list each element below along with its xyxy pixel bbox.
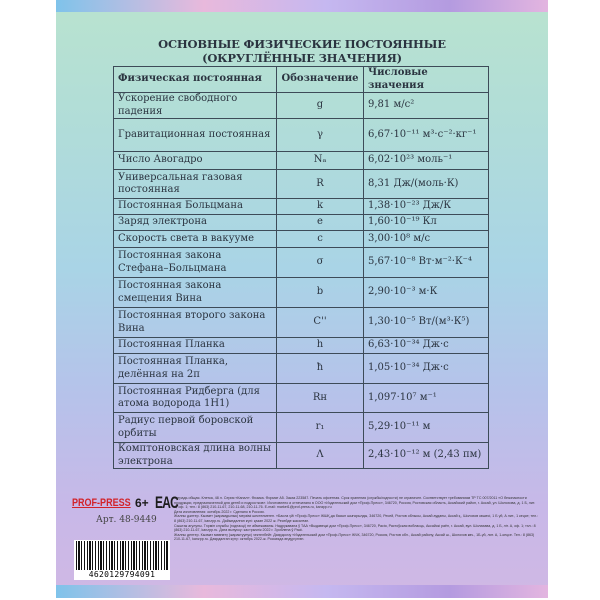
table-row: Постоянная закона смещения Вина b 2,90·10⁻… [113,277,489,308]
table-row: Постоянная Ридберга (для атома водорода … [113,383,489,413]
barcode: 4620129794091 [74,540,170,580]
constant-symbol: σ [276,247,364,278]
barcode-number: 4620129794091 [88,570,156,579]
constants-table: Физическая постоянная Обозначение Числов… [113,66,489,469]
constant-symbol: e [276,214,364,231]
header-constant: Физическая постоянная [113,66,277,93]
constant-symbol: Λ [276,442,364,469]
constant-symbol: γ [276,118,364,152]
constant-value: 2,43·10⁻¹² м (2,43 пм) [363,442,489,469]
fine-print-line: Сыштак агулуны. Тэрмін службы (годнасці)… [174,523,536,533]
constant-name: Постоянная второго закона Вина [113,307,277,338]
table-row: Заряд электрона e 1,60·10⁻¹⁹ Кл [113,214,489,231]
constant-value: 3,00·10⁸ м/с [363,230,489,248]
table-row: Ускорение свободного падения g 9,81 м/с² [113,92,489,119]
constant-name: Постоянная Планка, делённая на 2π [113,353,277,384]
constant-symbol: R [276,169,364,199]
constant-symbol: b [276,277,364,308]
constant-symbol: r₁ [276,412,364,443]
decorative-top-strip [56,0,548,12]
table-row: Постоянная Планка, делённая на 2π ħ 1,05·1… [113,353,489,384]
age-rating: 6+ [135,496,149,510]
constant-name: Гравитационная постоянная [113,118,277,152]
decorative-bottom-strip [56,585,548,598]
constant-value: 5,29·10⁻¹¹ м [363,412,489,443]
constant-value: 1,30·10⁻⁵ Вт/(м³·К⁵) [363,307,489,338]
constant-value: 6,67·10⁻¹¹ м³·с⁻²·кг⁻¹ [363,118,489,152]
header-value: Числовые значения [363,66,489,93]
constant-symbol: C'' [276,307,364,338]
constant-symbol: k [276,198,364,215]
table-row: Комптоновская длина волны электрона Λ 2,43… [113,442,489,469]
constant-symbol: Rн [276,383,364,413]
fine-print-line: Жалпы дәптер. Кызмет (жарамдылык) мерзім… [174,514,539,523]
page-subtitle: (ОКРУГЛЁННЫЕ ЗНАЧЕНИЯ) [202,51,402,65]
table-row: Постоянная Больцмана k 1,38·10⁻²³ Дж/К [113,198,489,215]
table-row: Универсальная газовая постоянная R 8,31 Дж… [113,169,489,199]
constant-name: Скорость света в вакууме [113,230,277,248]
constant-value: 1,60·10⁻¹⁹ Кл [363,214,489,231]
constant-name: Постоянная Ридберга (для атома водорода … [113,383,277,413]
fine-print-line: Тетрадь общая. Клетка, 48 л. Серия «Кана… [174,496,536,510]
notebook-back-cover: ОСНОВНЫЕ ФИЗИЧЕСКИЕ ПОСТОЯННЫЕ (ОКРУГЛЁН… [56,0,548,598]
brand-logo: PROF-PRESS [72,497,131,509]
constant-name: Ускорение свободного падения [113,92,277,119]
constant-value: 1,38·10⁻²³ Дж/К [363,198,489,215]
table-header-row: Физическая постоянная Обозначение Числов… [113,66,489,93]
constant-name: Комптоновская длина волны электрона [113,442,277,469]
table-row: Гравитационная постоянная γ 6,67·10⁻¹¹ м³·… [113,118,489,152]
constant-symbol: Nₐ [276,151,364,170]
table-row: Число Авогадро Nₐ 6,02·10²³ моль⁻¹ [113,151,489,170]
constant-name: Постоянная закона смещения Вина [113,277,277,308]
constant-value: 8,31 Дж/(моль·К) [363,169,489,199]
table-row: Постоянная Планка h 6,63·10⁻³⁴ Дж·с [113,337,489,354]
constant-symbol: h [276,337,364,354]
constant-value: 9,81 м/с² [363,92,489,119]
page-title: ОСНОВНЫЕ ФИЗИЧЕСКИЕ ПОСТОЯННЫЕ [158,37,446,51]
fine-print: Тетрадь общая. Клетка, 48 л. Серия «Кана… [174,496,539,542]
constant-name: Постоянная Планка [113,337,277,354]
header-symbol: Обозначение [276,66,364,93]
table-row: Постоянная второго закона Вина C'' 1,30·10… [113,307,489,338]
constant-name: Постоянная Больцмана [113,198,277,215]
constant-symbol: c [276,230,364,248]
table-row: Радиус первой боровской орбиты r₁ 5,29·10⁻… [113,412,489,443]
constant-value: 5,67·10⁻⁸ Вт·м⁻²·К⁻⁴ [363,247,489,278]
fine-print-line: Жалпы дептер. Кызмат мөөнөтү (жарактуулу… [174,532,535,542]
constant-value: 2,90·10⁻³ м·К [363,277,489,308]
constant-value: 6,63·10⁻³⁴ Дж·с [363,337,489,354]
constant-name: Число Авогадро [113,151,277,170]
barcode-bars [76,541,168,570]
table-row: Скорость света в вакууме c 3,00·10⁸ м/с [113,230,489,248]
constant-value: 6,02·10²³ моль⁻¹ [363,151,489,170]
constant-symbol: g [276,92,364,119]
constant-symbol: ħ [276,353,364,384]
article-number: Арт. 48-9449 [96,515,157,525]
eac-mark: EAC [155,493,179,512]
constant-name: Заряд электрона [113,214,277,231]
constant-name: Универсальная газовая постоянная [113,169,277,199]
constant-name: Радиус первой боровской орбиты [113,412,277,443]
table-row: Постоянная закона Стефана–Больцмана σ 5,67… [113,247,489,278]
constant-name: Постоянная закона Стефана–Больцмана [113,247,277,278]
fine-print-line: Дата изготовления: октябрь 2022 г. Сдела… [174,509,265,514]
constant-value: 1,097·10⁷ м⁻¹ [363,383,489,413]
constant-value: 1,05·10⁻³⁴ Дж·с [363,353,489,384]
